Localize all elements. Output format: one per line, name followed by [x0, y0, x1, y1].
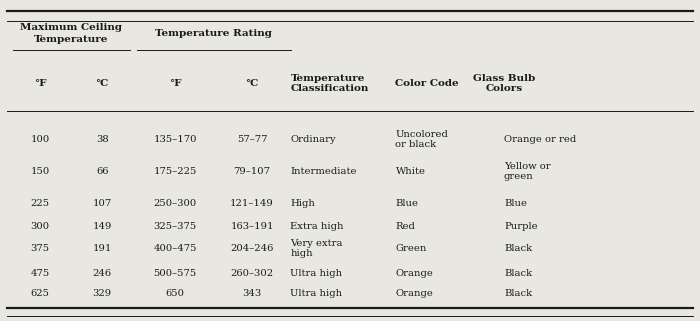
Text: 300: 300: [31, 222, 50, 231]
Text: 149: 149: [92, 222, 112, 231]
Text: 250–300: 250–300: [153, 199, 197, 208]
Text: 175–225: 175–225: [153, 167, 197, 176]
Text: 500–575: 500–575: [153, 269, 197, 278]
Text: 191: 191: [92, 244, 112, 253]
Text: Purple: Purple: [504, 222, 538, 231]
Text: °C: °C: [96, 79, 108, 88]
Text: Green: Green: [395, 244, 427, 253]
Text: 343: 343: [242, 289, 262, 298]
Text: Temperature Rating: Temperature Rating: [155, 29, 272, 38]
Text: °F: °F: [34, 79, 46, 88]
Text: Extra high: Extra high: [290, 222, 344, 231]
Text: 57–77: 57–77: [237, 135, 267, 144]
Text: 260–302: 260–302: [230, 269, 274, 278]
Text: 375: 375: [31, 244, 50, 253]
Text: High: High: [290, 199, 316, 208]
Text: 66: 66: [96, 167, 108, 176]
Text: 225: 225: [31, 199, 50, 208]
Text: 650: 650: [165, 289, 185, 298]
Text: Red: Red: [395, 222, 415, 231]
Text: 400–475: 400–475: [153, 244, 197, 253]
Text: °C: °C: [246, 79, 258, 88]
Text: 204–246: 204–246: [230, 244, 274, 253]
Text: °F: °F: [169, 79, 181, 88]
Text: Ultra high: Ultra high: [290, 289, 342, 298]
Text: Uncolored
or black: Uncolored or black: [395, 130, 449, 149]
Text: Black: Black: [504, 244, 532, 253]
Text: 150: 150: [31, 167, 50, 176]
Text: 121–149: 121–149: [230, 199, 274, 208]
Text: 329: 329: [92, 289, 112, 298]
Text: Orange or red: Orange or red: [504, 135, 576, 144]
Text: 100: 100: [31, 135, 50, 144]
Text: 79–107: 79–107: [234, 167, 270, 176]
Text: 107: 107: [92, 199, 112, 208]
Text: Ultra high: Ultra high: [290, 269, 342, 278]
Text: 163–191: 163–191: [230, 222, 274, 231]
Text: Blue: Blue: [504, 199, 527, 208]
Text: Ordinary: Ordinary: [290, 135, 336, 144]
Text: 325–375: 325–375: [153, 222, 197, 231]
Text: Orange: Orange: [395, 269, 433, 278]
Text: Blue: Blue: [395, 199, 419, 208]
Text: Very extra
high: Very extra high: [290, 239, 343, 258]
Text: 246: 246: [92, 269, 112, 278]
Text: Temperature
Classification: Temperature Classification: [290, 74, 369, 93]
Text: Black: Black: [504, 269, 532, 278]
Text: 135–170: 135–170: [153, 135, 197, 144]
Text: White: White: [395, 167, 426, 176]
Text: 625: 625: [31, 289, 50, 298]
Text: 475: 475: [31, 269, 50, 278]
Text: Orange: Orange: [395, 289, 433, 298]
Text: Intermediate: Intermediate: [290, 167, 357, 176]
Text: Color Code: Color Code: [395, 79, 459, 88]
Text: Maximum Ceiling: Maximum Ceiling: [20, 23, 122, 32]
Text: Glass Bulb
Colors: Glass Bulb Colors: [473, 74, 535, 93]
Text: 38: 38: [96, 135, 108, 144]
Text: Yellow or
green: Yellow or green: [504, 162, 551, 181]
Text: Temperature: Temperature: [34, 35, 108, 44]
Text: Black: Black: [504, 289, 532, 298]
